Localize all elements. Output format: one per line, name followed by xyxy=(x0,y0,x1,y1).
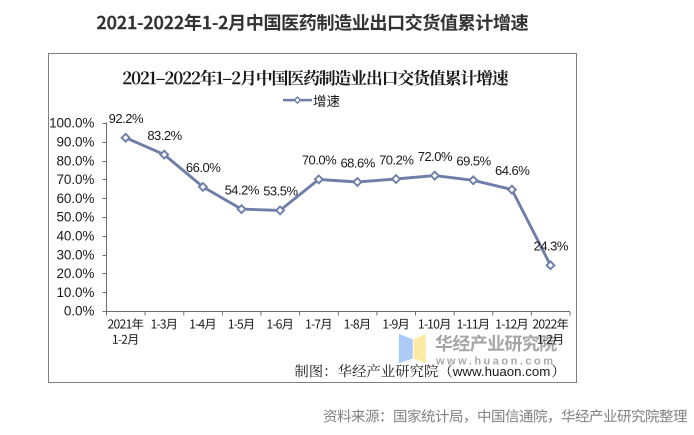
svg-text:10.0%: 10.0% xyxy=(57,285,95,300)
svg-text:83.2%: 83.2% xyxy=(147,128,182,143)
svg-text:24.3%: 24.3% xyxy=(534,239,569,254)
svg-text:0.0%: 0.0% xyxy=(64,304,94,319)
svg-text:53.5%: 53.5% xyxy=(263,184,298,199)
svg-text:90.0%: 90.0% xyxy=(57,135,95,150)
svg-text:64.6%: 64.6% xyxy=(495,163,530,178)
svg-text:70.2%: 70.2% xyxy=(379,152,414,167)
svg-text:69.5%: 69.5% xyxy=(456,154,491,169)
svg-text:72.0%: 72.0% xyxy=(418,149,453,164)
svg-text:www.huaon.com: www.huaon.com xyxy=(435,355,556,367)
svg-text:54.2%: 54.2% xyxy=(225,182,260,197)
svg-text:30.0%: 30.0% xyxy=(57,247,95,262)
svg-text:92.2%: 92.2% xyxy=(109,111,144,126)
svg-text:80.0%: 80.0% xyxy=(57,153,95,168)
svg-text:70.0%: 70.0% xyxy=(302,153,337,168)
svg-text:68.6%: 68.6% xyxy=(340,155,375,170)
svg-text:60.0%: 60.0% xyxy=(57,191,95,206)
svg-text:100.0%: 100.0% xyxy=(49,116,94,131)
svg-text:70.0%: 70.0% xyxy=(57,172,95,187)
svg-text:66.0%: 66.0% xyxy=(186,160,221,175)
svg-text:50.0%: 50.0% xyxy=(57,210,95,225)
svg-text:40.0%: 40.0% xyxy=(57,229,95,244)
svg-text:20.0%: 20.0% xyxy=(57,266,95,281)
